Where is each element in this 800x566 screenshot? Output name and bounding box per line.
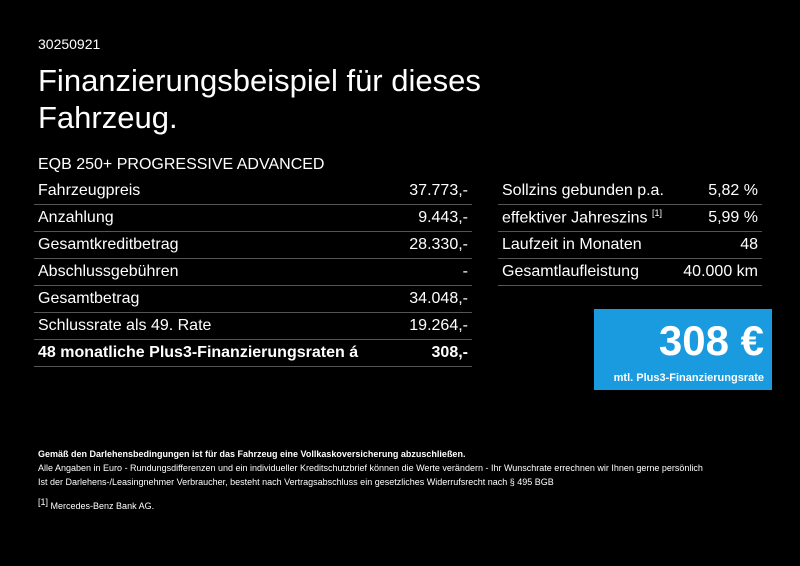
row-value: 40.000 km: [683, 263, 758, 280]
table-row: Gesamtkreditbetrag 28.330,-: [34, 232, 472, 259]
label-text: Gesamtlaufleistung: [502, 263, 639, 280]
left-table: Fahrzeugpreis 37.773,- Anzahlung 9.443,- Ges…: [34, 178, 472, 367]
row-label: Schlussrate als 49. Rate: [38, 317, 212, 334]
rate-amount: 308 €: [658, 317, 764, 364]
row-label: Sollzins gebunden p.a.: [502, 182, 664, 200]
row-label: Fahrzeugpreis: [38, 182, 141, 199]
row-label: 48 monatliche Plus3-Finanzierungsraten á: [38, 344, 359, 361]
row-value: 9.443,-: [418, 209, 468, 226]
row-value: 34.048,-: [409, 290, 468, 307]
table-row: Anzahlung 9.443,-: [34, 205, 472, 232]
table-row: Abschlussgebühren -: [34, 259, 472, 286]
row-value: 5,99 %: [708, 209, 758, 226]
label-text: effektiver Jahreszins: [502, 209, 648, 227]
table-row: Fahrzeugpreis 37.773,-: [34, 178, 472, 205]
table-row: Gesamtlaufleistung 40.000 km: [498, 259, 762, 286]
row-label: Laufzeit in Monaten: [502, 236, 642, 254]
table-row: 48 monatliche Plus3-Finanzierungsraten á…: [34, 340, 472, 367]
code: 30250921: [38, 36, 101, 52]
row-label: Abschlussgebühren: [38, 263, 179, 280]
footer-line: Ist der Darlehens-/Leasingnehmer Verbrau…: [38, 477, 554, 487]
note-marker: [1]: [38, 497, 49, 507]
row-value: 48: [740, 236, 758, 253]
table-row: effektiver Jahreszins [1] 5,99 %: [498, 205, 762, 232]
row-label: Gesamtkreditbetrag: [38, 236, 179, 253]
row-value: 308,-: [431, 344, 468, 361]
footer-line: Alle Angaben in Euro - Rundungsdifferenz…: [38, 463, 703, 473]
row-label: Gesamtbetrag: [38, 290, 140, 307]
label-text: Sollzins gebunden p.a.: [502, 182, 664, 199]
row-value: 28.330,-: [409, 236, 468, 253]
row-label: Gesamtlaufleistung: [502, 263, 639, 281]
title: Finanzierungsbeispiel für dieses Fahrzeu…: [38, 63, 481, 135]
note: Mercedes-Benz Bank AG.: [50, 501, 155, 511]
row-label: Anzahlung: [38, 209, 114, 226]
row-value: 5,82 %: [708, 182, 758, 199]
row-label: effektiver Jahreszins [1]: [502, 208, 662, 227]
right-table: Sollzins gebunden p.a. 5,82 % effektiver J…: [498, 178, 762, 286]
footer-bold: Gemäß den Darlehensbedingungen ist für d…: [38, 449, 466, 459]
row-value: -: [462, 263, 468, 280]
rate-label: mtl. Plus3-Finanzierungsrate: [613, 372, 764, 384]
table-row: Gesamtbetrag 34.048,-: [34, 286, 472, 313]
note-marker: [1]: [652, 208, 663, 219]
table-row: Sollzins gebunden p.a. 5,82 %: [498, 178, 762, 205]
row-value: 37.773,-: [409, 182, 468, 199]
label-text: Laufzeit in Monaten: [502, 236, 642, 253]
table-row: Laufzeit in Monaten 48: [498, 232, 762, 259]
rate-box: 308 € mtl. Plus3-Finanzierungsrate: [594, 309, 772, 390]
table-row: Schlussrate als 49. Rate 19.264,-: [34, 313, 472, 340]
model: EQB 250+ PROGRESSIVE ADVANCED: [38, 156, 325, 173]
footer: Gemäß den Darlehensbedingungen ist für d…: [38, 447, 778, 513]
row-value: 19.264,-: [409, 317, 468, 334]
